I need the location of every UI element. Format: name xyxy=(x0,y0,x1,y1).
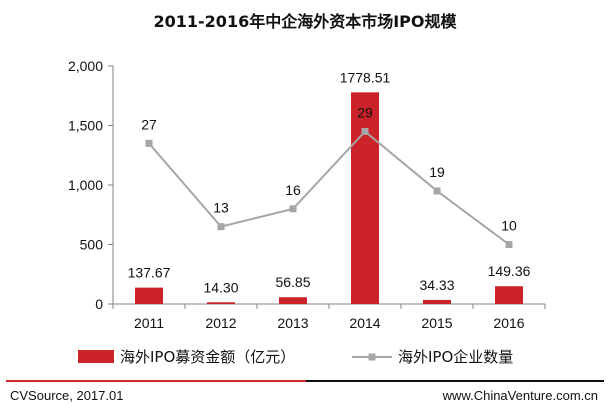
bar xyxy=(135,287,163,304)
line-point xyxy=(217,223,225,231)
bar-value-label: 14.30 xyxy=(203,279,238,295)
bar xyxy=(279,297,307,304)
bar-value-label: 149.36 xyxy=(488,263,531,279)
x-tick-label: 2013 xyxy=(277,315,308,331)
line-value-label: 27 xyxy=(141,116,157,132)
bar xyxy=(207,302,235,304)
data-labels: 137.67 14.30 56.85 1778.51 34.33 149.36 27 13 16… xyxy=(128,69,531,295)
line-value-label: 10 xyxy=(501,218,517,234)
footer-divider-dark xyxy=(306,380,604,382)
website-text: www.ChinaVenture.com.cn xyxy=(442,388,598,403)
x-tick-label: 2014 xyxy=(349,315,380,331)
y-tick-label: 2,000 xyxy=(68,58,103,74)
legend-line-label: 海外IPO企业数量 xyxy=(398,348,513,366)
line-value-label: 16 xyxy=(285,182,301,198)
footer-divider-red xyxy=(6,380,306,382)
x-tick-label: 2016 xyxy=(493,315,524,331)
y-tick-label: 0 xyxy=(95,296,103,312)
bar xyxy=(495,286,523,304)
line-point xyxy=(505,241,513,248)
bar-value-label: 1778.51 xyxy=(340,69,391,85)
y-tick-label: 1,000 xyxy=(68,177,103,193)
axes: 0 500 1,000 1,500 2,000 2011 2012 2013 2014 2015 2… xyxy=(68,58,546,331)
legend-bar-swatch xyxy=(78,350,114,363)
bar xyxy=(351,92,379,305)
x-tick-label: 2015 xyxy=(421,315,452,331)
legend-line-marker xyxy=(368,353,376,361)
x-tick-label: 2012 xyxy=(205,315,236,331)
legend-bar-label: 海外IPO募资金额（亿元） xyxy=(120,348,295,366)
bar-value-label: 34.33 xyxy=(419,277,454,293)
bar-value-label: 137.67 xyxy=(128,265,171,281)
line-point xyxy=(361,127,369,135)
y-tick-label: 500 xyxy=(80,237,104,253)
chart-title: 2011-2016年中企海外资本市场IPO规模 xyxy=(153,12,457,31)
line-point xyxy=(289,205,297,213)
line-point xyxy=(433,187,441,195)
line-point xyxy=(145,139,153,147)
y-tick-label: 1,500 xyxy=(68,118,103,134)
bar-value-label: 56.85 xyxy=(275,274,310,290)
x-tick-label: 2011 xyxy=(134,315,164,331)
source-text: CVSource, 2017.01 xyxy=(10,388,124,403)
line-series xyxy=(145,127,513,248)
bar-series xyxy=(135,92,523,305)
legend: 海外IPO募资金额（亿元） 海外IPO企业数量 xyxy=(78,348,513,366)
line-value-label: 13 xyxy=(213,200,229,216)
line-path xyxy=(148,130,510,246)
line-value-label: 29 xyxy=(357,104,373,120)
line-value-label: 19 xyxy=(429,164,445,180)
bar xyxy=(423,299,451,304)
